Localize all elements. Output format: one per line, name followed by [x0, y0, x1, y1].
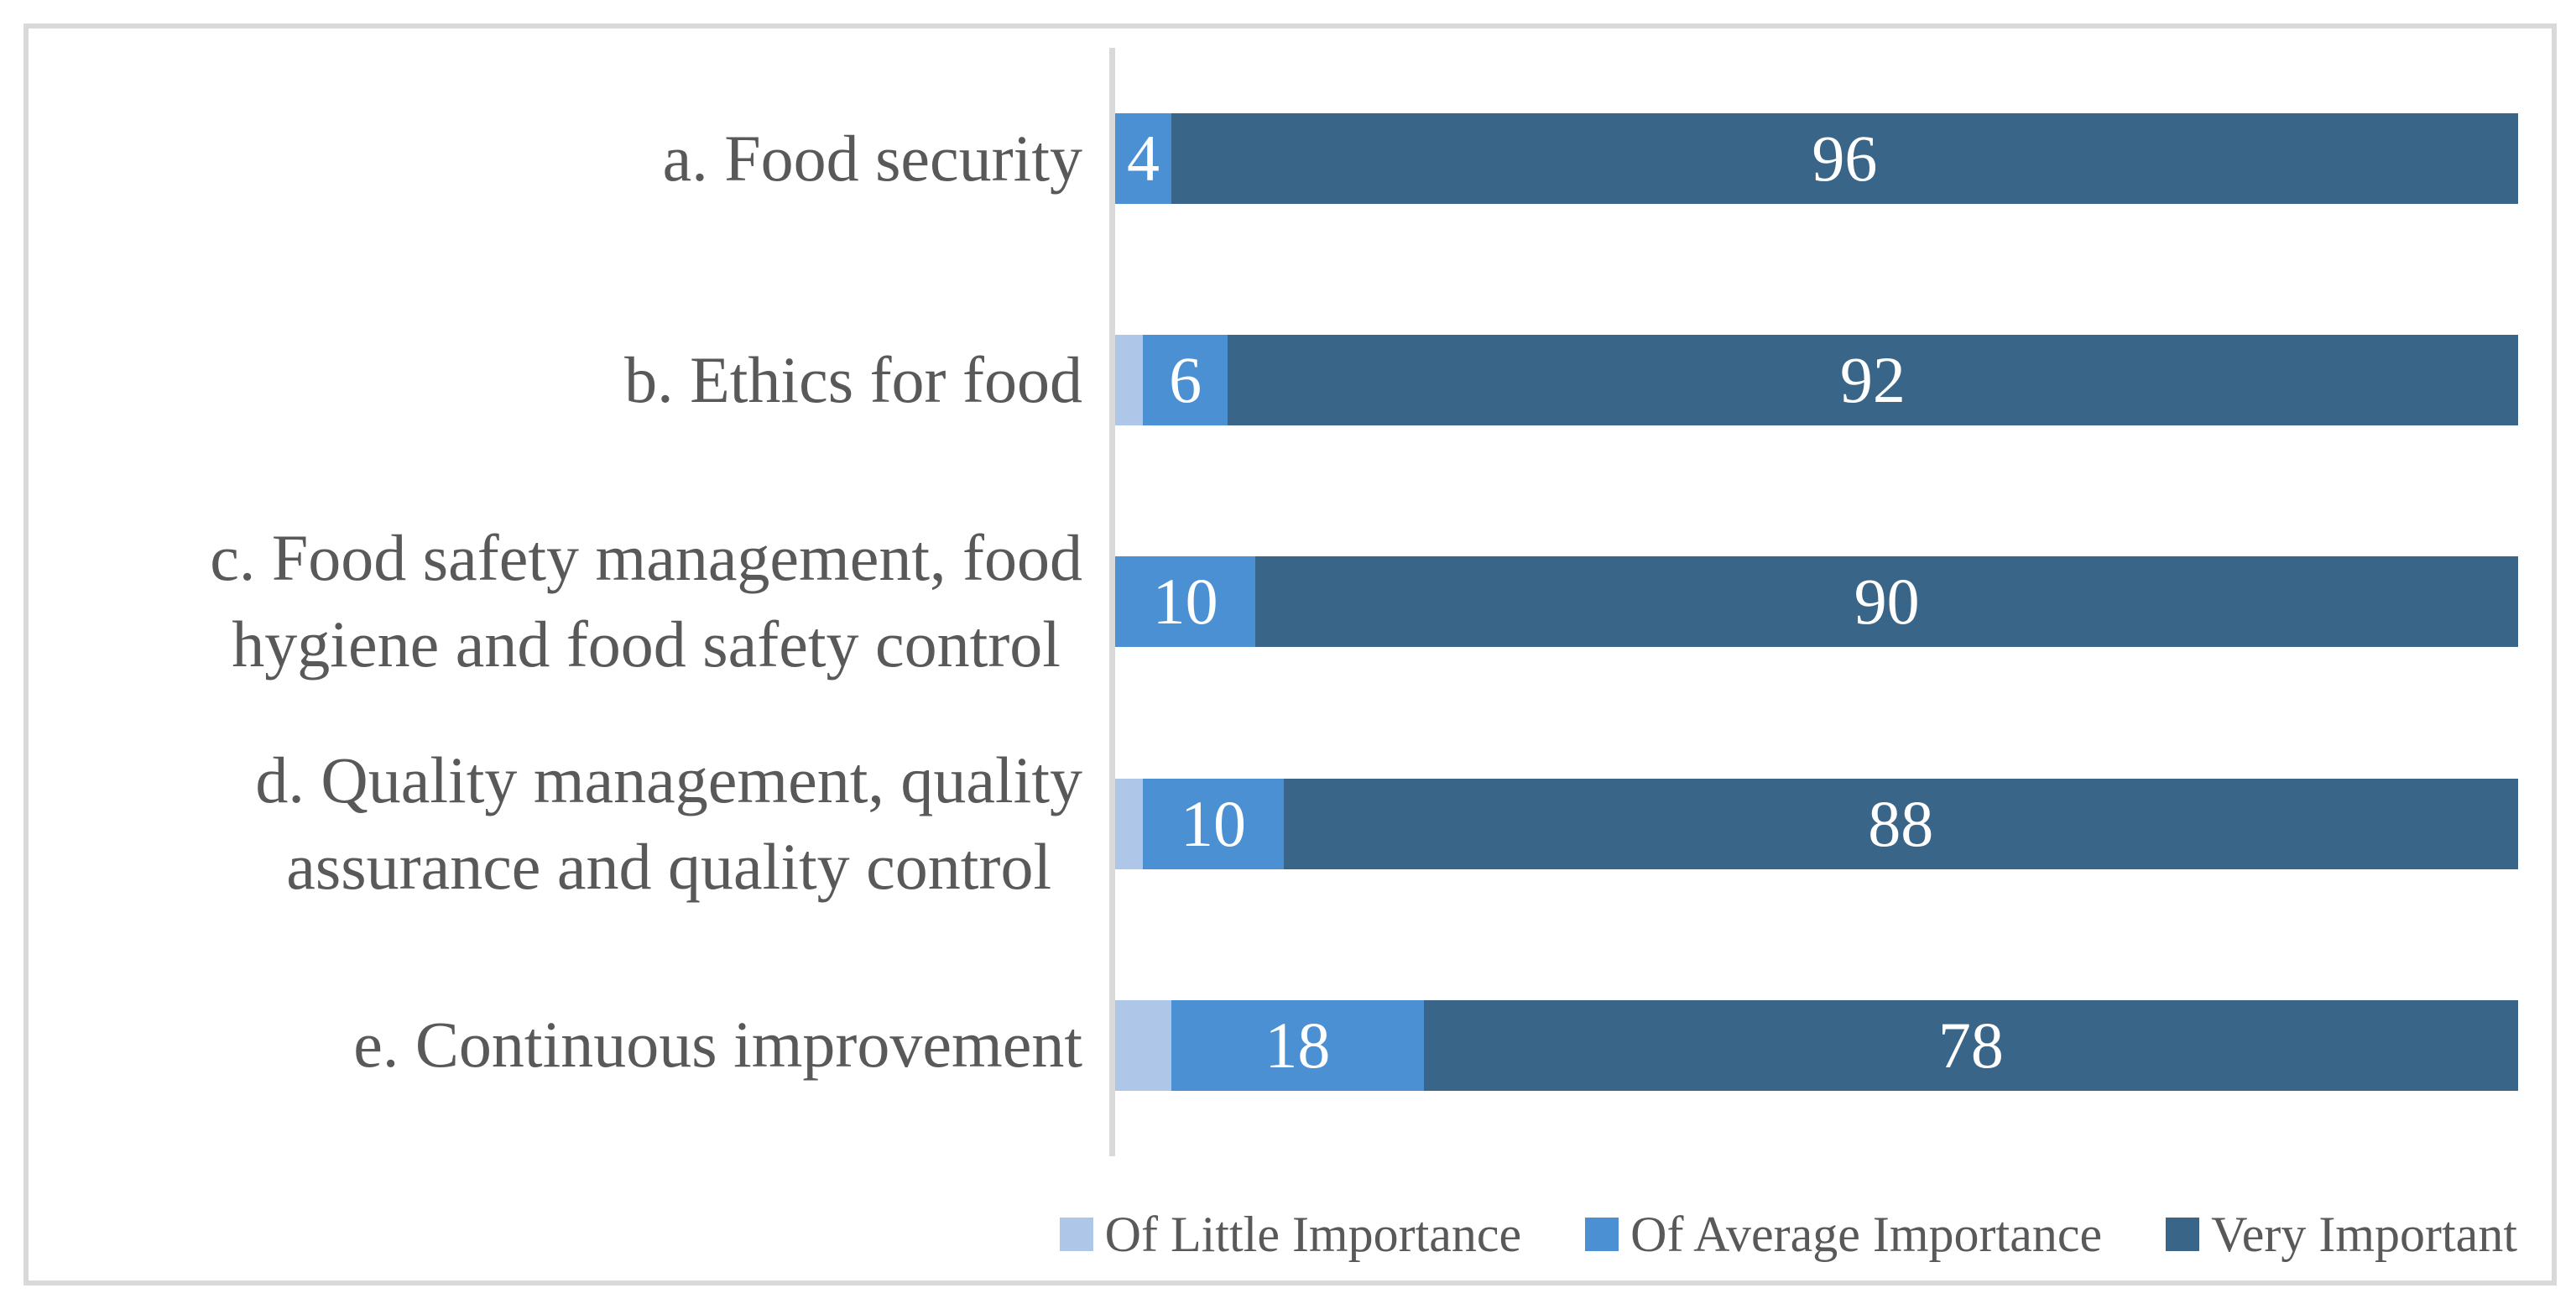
category-label-text: c. Food safety management, food hygiene …	[210, 521, 1082, 681]
bar-segment-very-important: 88	[1283, 778, 2518, 869]
bar-segment-average-importance: 4	[1115, 113, 1171, 204]
category-label-text: a. Food security	[662, 121, 1082, 195]
category-axis-line	[1109, 48, 1115, 1156]
legend-label-little-importance: Of Little Importance	[1104, 1207, 1522, 1262]
bar-segment-very-important: 90	[1255, 556, 2518, 648]
data-label: 18	[1265, 1008, 1331, 1082]
bar-row: b. Ethics for food 6 92	[0, 269, 2576, 491]
bar-track: 10 90	[1115, 556, 2518, 648]
bar-segment-average-importance: 6	[1143, 335, 1228, 426]
category-label-text: e. Continuous improvement	[353, 1008, 1082, 1082]
data-label: 78	[1937, 1008, 2004, 1082]
bar-row: c. Food safety management, food hygiene …	[0, 491, 2576, 712]
bar-row: e. Continuous improvement 18 78	[0, 935, 2576, 1156]
bar-segment-very-important: 96	[1171, 113, 2518, 204]
legend-swatch-little-importance	[1059, 1218, 1093, 1251]
bar-row: d. Quality management, quality assurance…	[0, 713, 2576, 935]
bar-segment-average-importance: 10	[1143, 778, 1284, 869]
data-label: 6	[1169, 343, 1202, 417]
bar-segment-little-importance	[1115, 778, 1144, 869]
bar-segment-little-importance	[1115, 335, 1144, 426]
legend-swatch-very-important	[2166, 1218, 2200, 1251]
data-label: 92	[1839, 343, 1906, 417]
bar-track: 18 78	[1115, 999, 2518, 1091]
bar-segment-average-importance: 18	[1171, 999, 1424, 1091]
data-label: 88	[1868, 786, 1934, 860]
category-label: c. Food safety management, food hygiene …	[42, 491, 1082, 712]
category-label: b. Ethics for food	[42, 269, 1082, 491]
category-label: d. Quality management, quality assurance…	[42, 713, 1082, 935]
chart-legend: Of Little Importance Of Average Importan…	[1059, 1198, 2517, 1270]
legend-item-very-important: Very Important	[2166, 1209, 2517, 1259]
category-label-text: d. Quality management, quality assurance…	[255, 743, 1082, 903]
category-label: e. Continuous improvement	[42, 935, 1082, 1156]
bar-track: 6 92	[1115, 335, 2518, 426]
category-label: a. Food security	[42, 48, 1082, 269]
data-label: 90	[1854, 565, 1920, 639]
legend-item-little-importance: Of Little Importance	[1059, 1207, 1522, 1262]
legend-item-average-importance: Of Average Importance	[1585, 1209, 2102, 1259]
data-label: 96	[1812, 122, 1878, 195]
data-label: 10	[1181, 786, 1247, 860]
category-label-text: b. Ethics for food	[624, 342, 1082, 416]
bar-row: a. Food security 4 96	[0, 48, 2576, 269]
bar-segment-very-important: 78	[1423, 999, 2518, 1091]
data-label: 4	[1126, 122, 1160, 195]
data-label: 10	[1152, 565, 1218, 639]
bar-segment-average-importance: 10	[1115, 556, 1256, 648]
legend-label-average-importance: Of Average Importance	[1630, 1207, 2103, 1262]
legend-label-very-important: Very Important	[2211, 1207, 2517, 1262]
legend-swatch-average-importance	[1585, 1218, 1619, 1251]
bar-segment-very-important: 92	[1227, 335, 2518, 426]
bar-track: 10 88	[1115, 778, 2518, 869]
bar-segment-little-importance	[1115, 999, 1171, 1091]
bar-track: 4 96	[1115, 113, 2518, 204]
